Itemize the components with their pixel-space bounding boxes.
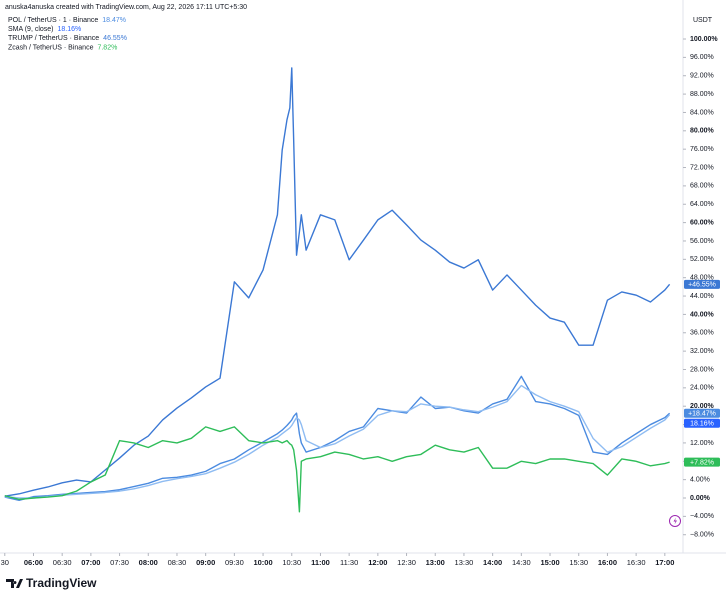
- y-tick-label: 92.00%: [690, 73, 714, 80]
- x-tick-label: 10:00: [253, 558, 272, 567]
- legend-value: 18.47%: [102, 17, 126, 24]
- x-tick-label: 09:00: [196, 558, 215, 567]
- x-tick-label: 07:30: [110, 558, 129, 567]
- price-badge: [684, 457, 720, 467]
- price-badge: [684, 418, 720, 428]
- y-tick-label: 96.00%: [690, 54, 714, 61]
- x-tick-label: 06:30: [53, 558, 72, 567]
- price-badge-label: +18.47%: [688, 410, 716, 417]
- legend-name: TRUMP / TetherUS · Binance: [8, 35, 99, 42]
- price-badge-label: +7.82%: [690, 459, 714, 466]
- x-tick-label: 11:00: [311, 558, 330, 567]
- x-tick-label: 16:30: [627, 558, 646, 567]
- x-tick-label: 15:30: [569, 558, 588, 567]
- y-tick-label: 100.00%: [690, 36, 718, 43]
- price-badge: [684, 408, 720, 418]
- x-tick-label: 12:00: [368, 558, 387, 567]
- y-tick-label: 56.00%: [690, 238, 714, 245]
- x-tick-label: 11:30: [340, 558, 358, 567]
- series-line: [4, 67, 671, 497]
- y-tick-label: 4.00%: [690, 476, 710, 483]
- x-tick-label: 07:00: [81, 558, 100, 567]
- y-tick-label: 76.00%: [690, 146, 714, 153]
- lightning-icon[interactable]: [669, 515, 681, 527]
- series-line: [4, 375, 671, 501]
- y-tick-label: 60.00%: [690, 219, 715, 226]
- series-line: [4, 384, 671, 499]
- y-tick-label: 72.00%: [690, 164, 714, 171]
- x-tick-label: 14:30: [512, 558, 531, 567]
- legend-entry: Zcash / TetherUS · Binance 7.82%: [8, 44, 117, 51]
- price-badge-label: +46.55%: [688, 281, 716, 288]
- y-unit: USDT: [693, 17, 713, 24]
- x-tick-label: 08:00: [139, 558, 158, 567]
- x-tick-label: 16:00: [598, 558, 617, 567]
- y-tick-label: 36.00%: [690, 330, 714, 337]
- y-tick-label: 84.00%: [690, 109, 714, 116]
- x-tick-label: 12:30: [397, 558, 416, 567]
- y-tick-label: 48.00%: [690, 275, 714, 282]
- x-tick-label: 30: [1, 558, 9, 567]
- price-badge-label: 18.16%: [690, 420, 714, 427]
- x-tick-label: 09:30: [225, 558, 244, 567]
- x-tick-label: 17:00: [655, 558, 674, 567]
- x-tick-label: 10:30: [282, 558, 301, 567]
- header: anuska4anuska created with TradingView.c…: [5, 4, 247, 11]
- legend-value: 18.16%: [58, 26, 82, 33]
- legend-entry: SMA (9, close) 18.16%: [8, 26, 81, 33]
- y-tick-label: 20.00%: [690, 403, 715, 410]
- y-tick-label: 28.00%: [690, 366, 714, 373]
- y-tick-label: 80.00%: [690, 128, 715, 135]
- x-tick-label: 06:00: [24, 558, 43, 567]
- y-tick-label: 12.00%: [690, 440, 714, 447]
- logo: [6, 579, 23, 588]
- price-badge: [684, 279, 720, 289]
- y-tick-label: 64.00%: [690, 201, 714, 208]
- legend-entry: POL / TetherUS · 1 · Binance 18.47%: [8, 17, 126, 24]
- x-tick-label: 13:00: [426, 558, 445, 567]
- y-tick-label: 44.00%: [690, 293, 714, 300]
- legend-entry: TRUMP / TetherUS · Binance 46.55%: [8, 35, 127, 42]
- y-tick-label: 88.00%: [690, 91, 714, 98]
- x-tick-label: 14:00: [483, 558, 502, 567]
- legend-value: 46.55%: [103, 35, 127, 42]
- x-tick-label: 15:00: [540, 558, 559, 567]
- legend-name: POL / TetherUS · 1 · Binance: [8, 17, 98, 24]
- y-tick-label: 0.00%: [690, 495, 711, 502]
- legend-name: Zcash / TetherUS · Binance: [8, 44, 94, 51]
- legend-name: SMA (9, close): [8, 26, 54, 33]
- y-tick-label: 52.00%: [690, 256, 714, 263]
- y-tick-label: −4.00%: [690, 513, 714, 520]
- y-tick-label: 24.00%: [690, 385, 714, 392]
- y-tick-label: 32.00%: [690, 348, 714, 355]
- x-tick-label: 13:30: [455, 558, 474, 567]
- y-tick-label: 40.00%: [690, 311, 715, 318]
- y-tick-label: −8.00%: [690, 532, 714, 539]
- y-tick-label: 68.00%: [690, 183, 714, 190]
- series-line: [4, 426, 670, 513]
- brand: TradingView: [26, 576, 97, 590]
- x-tick-label: 08:30: [168, 558, 187, 567]
- legend-value: 7.82%: [97, 44, 117, 51]
